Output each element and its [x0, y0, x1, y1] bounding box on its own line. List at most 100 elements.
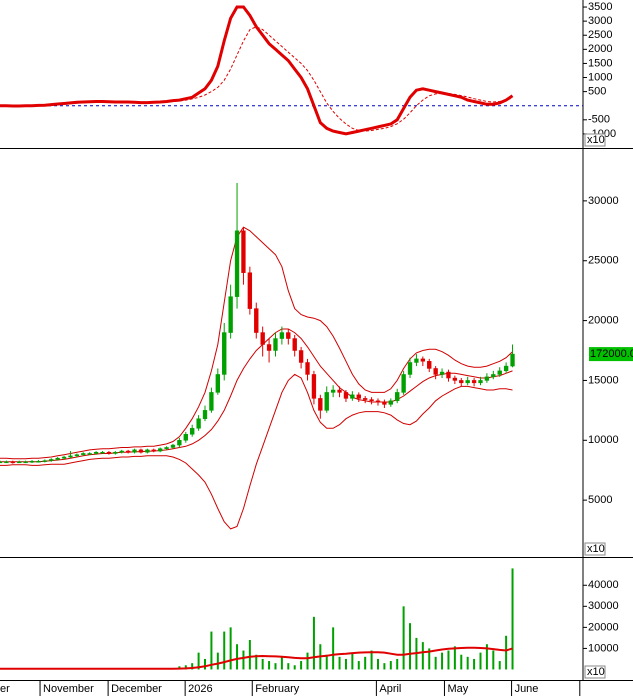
signal-line	[0, 26, 513, 132]
scale-label-box	[584, 665, 606, 679]
volume-ma-line	[0, 646, 513, 670]
candle-body	[407, 362, 413, 375]
candle-body	[330, 389, 336, 393]
candle-body	[491, 374, 496, 378]
volume-bar	[383, 663, 386, 670]
candle-body	[145, 449, 150, 453]
volume-bar	[453, 646, 456, 670]
candle-body	[93, 452, 99, 454]
x-tick-label: June	[515, 683, 539, 695]
candle-body	[209, 392, 214, 411]
candle-body	[190, 428, 195, 435]
volume-bar	[389, 661, 392, 670]
volume-bar	[312, 616, 315, 670]
candle-body	[439, 371, 445, 375]
scale-label-box	[584, 542, 606, 556]
candle-body	[68, 455, 73, 458]
oscillator-line	[0, 5, 514, 136]
volume-bar	[351, 652, 354, 670]
volume-bar	[485, 644, 488, 670]
volume-bar	[293, 665, 296, 670]
candle-body	[36, 460, 41, 463]
candle-body	[343, 392, 349, 399]
candle-body	[401, 374, 406, 393]
candle-body	[138, 449, 144, 453]
volume-bar	[492, 650, 495, 670]
candle-body	[151, 449, 156, 452]
y-tick-label: 1500	[588, 57, 612, 69]
y-tick-label: 2000	[588, 43, 612, 55]
candle-body	[260, 332, 265, 345]
volume-bar	[236, 644, 239, 670]
y-tick-label: 500	[588, 86, 606, 98]
volume-bar	[357, 661, 360, 670]
volume-bar	[473, 658, 476, 670]
y-tick-label: 10000	[588, 434, 619, 446]
x-tick-label: November	[43, 683, 94, 695]
volume-bar	[511, 568, 514, 670]
volume-bar	[421, 642, 424, 670]
y-tick-label: 30000	[588, 195, 619, 207]
candle-body	[459, 380, 464, 384]
y-tick-label: 30000	[588, 600, 619, 612]
candle-body	[350, 394, 355, 399]
candle-body	[503, 365, 509, 372]
candle-body	[363, 398, 368, 400]
y-tick-label: 10000	[588, 642, 619, 654]
candle-body	[305, 362, 310, 375]
candle-body	[388, 400, 393, 405]
volume-bar	[441, 652, 444, 670]
volume-bar	[505, 635, 508, 670]
band-middle	[0, 328, 513, 463]
candle-body	[324, 392, 329, 411]
candle-body	[356, 394, 361, 399]
volume-bar	[460, 654, 463, 670]
volume-bar	[332, 627, 335, 670]
scale-label: x10	[587, 666, 605, 678]
band-lower	[0, 373, 513, 530]
candle-body	[471, 380, 477, 384]
candle-body	[222, 332, 227, 375]
candle-body	[132, 449, 137, 453]
candle-body	[10, 461, 15, 464]
volume-bar	[466, 656, 469, 670]
candle-body	[55, 457, 60, 460]
y-tick-label: 3500	[588, 1, 612, 13]
candle-body	[510, 353, 515, 367]
band-upper	[0, 226, 513, 460]
volume-bar	[300, 661, 303, 670]
candle-body	[106, 452, 112, 454]
scale-label-box	[584, 133, 606, 147]
candle-body	[183, 434, 188, 441]
volume-bar	[204, 658, 207, 670]
volume-bar	[248, 640, 251, 670]
candle-body	[446, 371, 451, 379]
candle-body	[164, 447, 169, 449]
volume-bar	[191, 663, 194, 670]
candle-body	[337, 389, 342, 393]
volume-bar	[210, 631, 213, 670]
candle-body	[427, 361, 432, 369]
volume-bar	[396, 658, 399, 670]
scale-label: x10	[587, 543, 605, 555]
candle-body	[318, 398, 323, 411]
candle-body	[375, 400, 381, 403]
candle-body	[17, 461, 22, 464]
volume-bar	[287, 663, 290, 670]
candle-body	[4, 461, 9, 464]
y-tick-label: 15000	[588, 374, 619, 386]
volume-bar	[268, 661, 271, 670]
candle-body	[196, 418, 201, 429]
volume-bar	[376, 658, 379, 670]
candle-body	[215, 374, 220, 393]
candle-body	[279, 332, 285, 339]
candle-body	[484, 376, 490, 381]
candle-body	[228, 296, 233, 333]
volume-bar	[479, 652, 482, 670]
scale-label: x10	[587, 134, 605, 146]
volume-bar	[274, 663, 277, 670]
candle-body	[478, 380, 483, 384]
volume-bar	[306, 652, 309, 670]
volume-bar	[338, 656, 341, 670]
